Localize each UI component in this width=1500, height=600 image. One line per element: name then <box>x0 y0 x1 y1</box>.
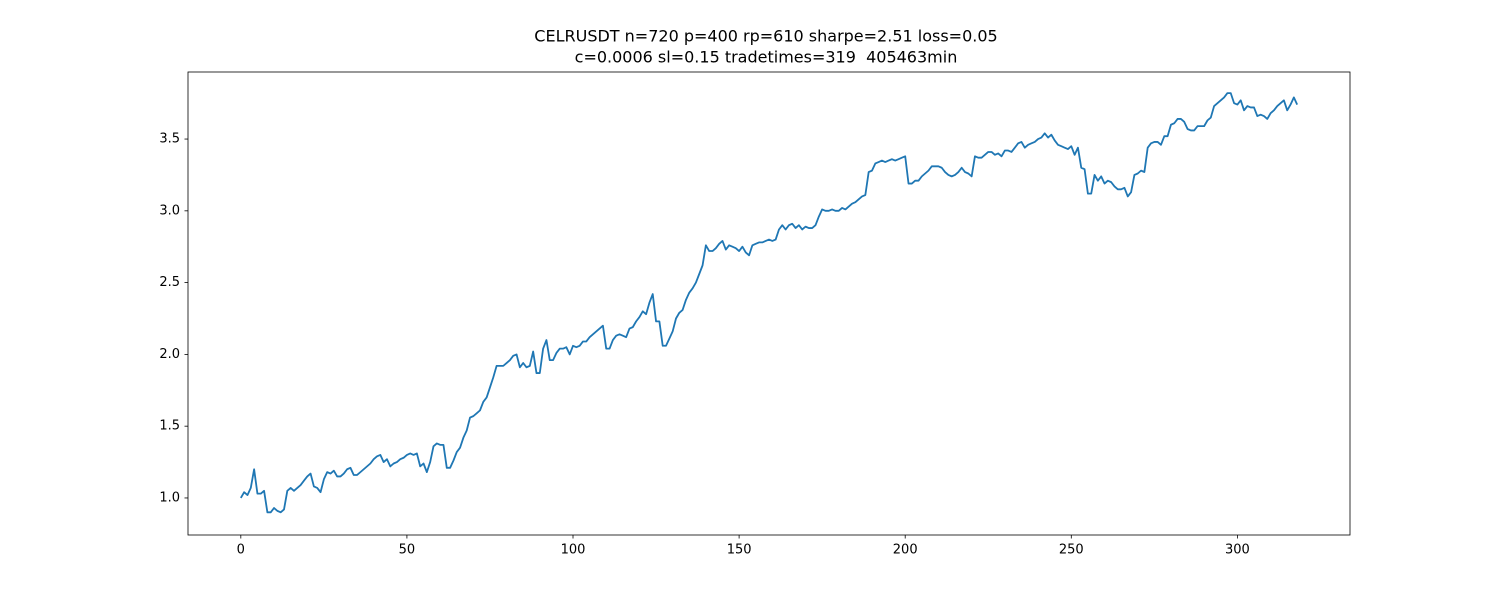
plot-frame <box>187 71 1351 536</box>
x-tick-label: 300 <box>1225 543 1250 558</box>
x-tick-label: 50 <box>399 543 416 558</box>
y-tick-label: 3.5 <box>159 132 180 147</box>
data-line <box>240 92 1298 514</box>
chart-subtitle: c=0.0006 sl=0.15 tradetimes=319 405463mi… <box>575 48 958 67</box>
y-tick-label: 1.5 <box>159 419 180 434</box>
x-tick-label: 0 <box>237 543 245 558</box>
y-tick-label: 2.0 <box>159 347 180 362</box>
y-tick-label: 1.0 <box>159 490 180 505</box>
x-tick-label: 250 <box>1059 543 1084 558</box>
x-tick-label: 150 <box>727 543 752 558</box>
y-tick-label: 2.5 <box>159 275 180 290</box>
chart-title: CELRUSDT n=720 p=400 rp=610 sharpe=2.51 … <box>534 27 997 46</box>
y-tick-label: 3.0 <box>159 203 180 218</box>
x-tick-label: 100 <box>561 543 586 558</box>
x-tick-label: 200 <box>893 543 918 558</box>
